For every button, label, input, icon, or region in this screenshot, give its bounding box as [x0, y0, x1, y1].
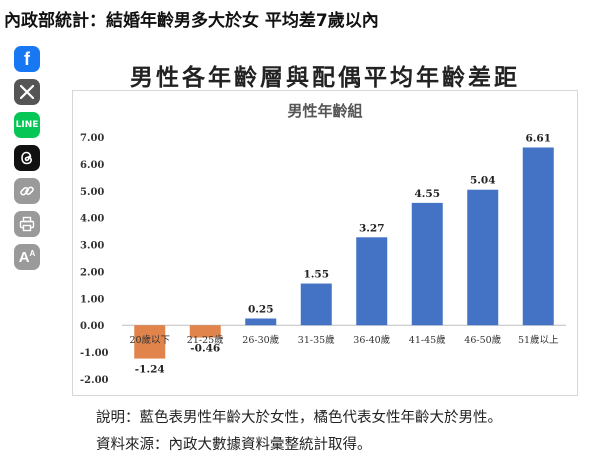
- x-tick-label: 31-35歲: [298, 334, 335, 346]
- y-tick-label: -1.00: [80, 348, 109, 359]
- data-label: -0.46: [190, 343, 220, 355]
- x-tick-label: 36-40歲: [353, 334, 390, 346]
- line-share-button[interactable]: LINE: [14, 112, 40, 138]
- x-tick-label: 20歲以下: [129, 334, 170, 346]
- y-tick-label: 3.00: [80, 241, 104, 252]
- data-label: 6.61: [525, 132, 551, 144]
- bar-6: [411, 202, 443, 326]
- y-tick-label: 4.00: [80, 214, 104, 225]
- article-headline: 內政部統計：結婚年齡男多大於女 平均差7歲以內: [4, 11, 379, 31]
- chart-subtitle: 男性年齡組: [287, 102, 363, 120]
- threads-share-button[interactable]: [14, 145, 40, 171]
- x-tick-label: 46-50歲: [464, 334, 501, 346]
- y-tick-label: 1.00: [80, 294, 104, 305]
- x-tick-label: 26-30歲: [242, 334, 279, 346]
- facebook-icon: f: [24, 48, 30, 69]
- y-tick-label: -2.00: [80, 375, 109, 386]
- bar-1: [134, 325, 166, 359]
- chart-explanation-note: 說明：藍色表男性年齡大於女性，橘色代表女性年齡大於男性。: [96, 410, 502, 426]
- bar-chart: 7.00 6.00 5.00 4.00 3.00 2.00 1.00 0.00 -1.00 -2.…: [80, 132, 566, 386]
- link-icon: [20, 186, 34, 196]
- x-share-button[interactable]: [14, 79, 40, 105]
- chart-source-note: 資料來源：內政大數據資料彙整統計取得。: [96, 437, 372, 453]
- y-tick-label: 2.00: [80, 267, 104, 278]
- data-label: 3.27: [359, 222, 385, 234]
- copy-link-button[interactable]: [14, 178, 40, 204]
- bar-8: [522, 147, 554, 326]
- data-label: 5.04: [470, 175, 496, 187]
- facebook-share-button[interactable]: f: [14, 46, 40, 72]
- printer-icon: [19, 216, 35, 232]
- x-tick-label: 41-45歲: [409, 334, 446, 346]
- share-bar: f LINE AA: [14, 46, 42, 277]
- bar-7: [467, 189, 499, 326]
- x-icon: [20, 85, 34, 99]
- bar-5: [356, 237, 388, 326]
- x-tick-label: 21-25歲: [187, 334, 224, 346]
- y-tick-label: 5.00: [80, 187, 104, 198]
- data-label: 4.55: [414, 188, 440, 200]
- chart-title: 男性各年齡層與配偶平均年齡差距: [130, 64, 520, 91]
- y-tick-label: 0.00: [80, 321, 104, 332]
- y-tick-label: 6.00: [80, 160, 104, 171]
- font-size-icon: AA: [18, 248, 36, 266]
- data-label: -1.24: [135, 364, 165, 376]
- threads-icon: [21, 151, 33, 165]
- x-tick-label: 51歲以上: [518, 334, 559, 346]
- data-label: 1.55: [303, 269, 329, 281]
- bar-3: [245, 318, 277, 326]
- line-icon: LINE: [15, 120, 39, 130]
- print-button[interactable]: [14, 211, 40, 237]
- data-label: 0.25: [248, 304, 274, 316]
- bar-2: [189, 325, 221, 338]
- font-size-button[interactable]: AA: [14, 244, 40, 270]
- bar-4: [300, 283, 332, 326]
- y-tick-label: 7.00: [80, 133, 104, 144]
